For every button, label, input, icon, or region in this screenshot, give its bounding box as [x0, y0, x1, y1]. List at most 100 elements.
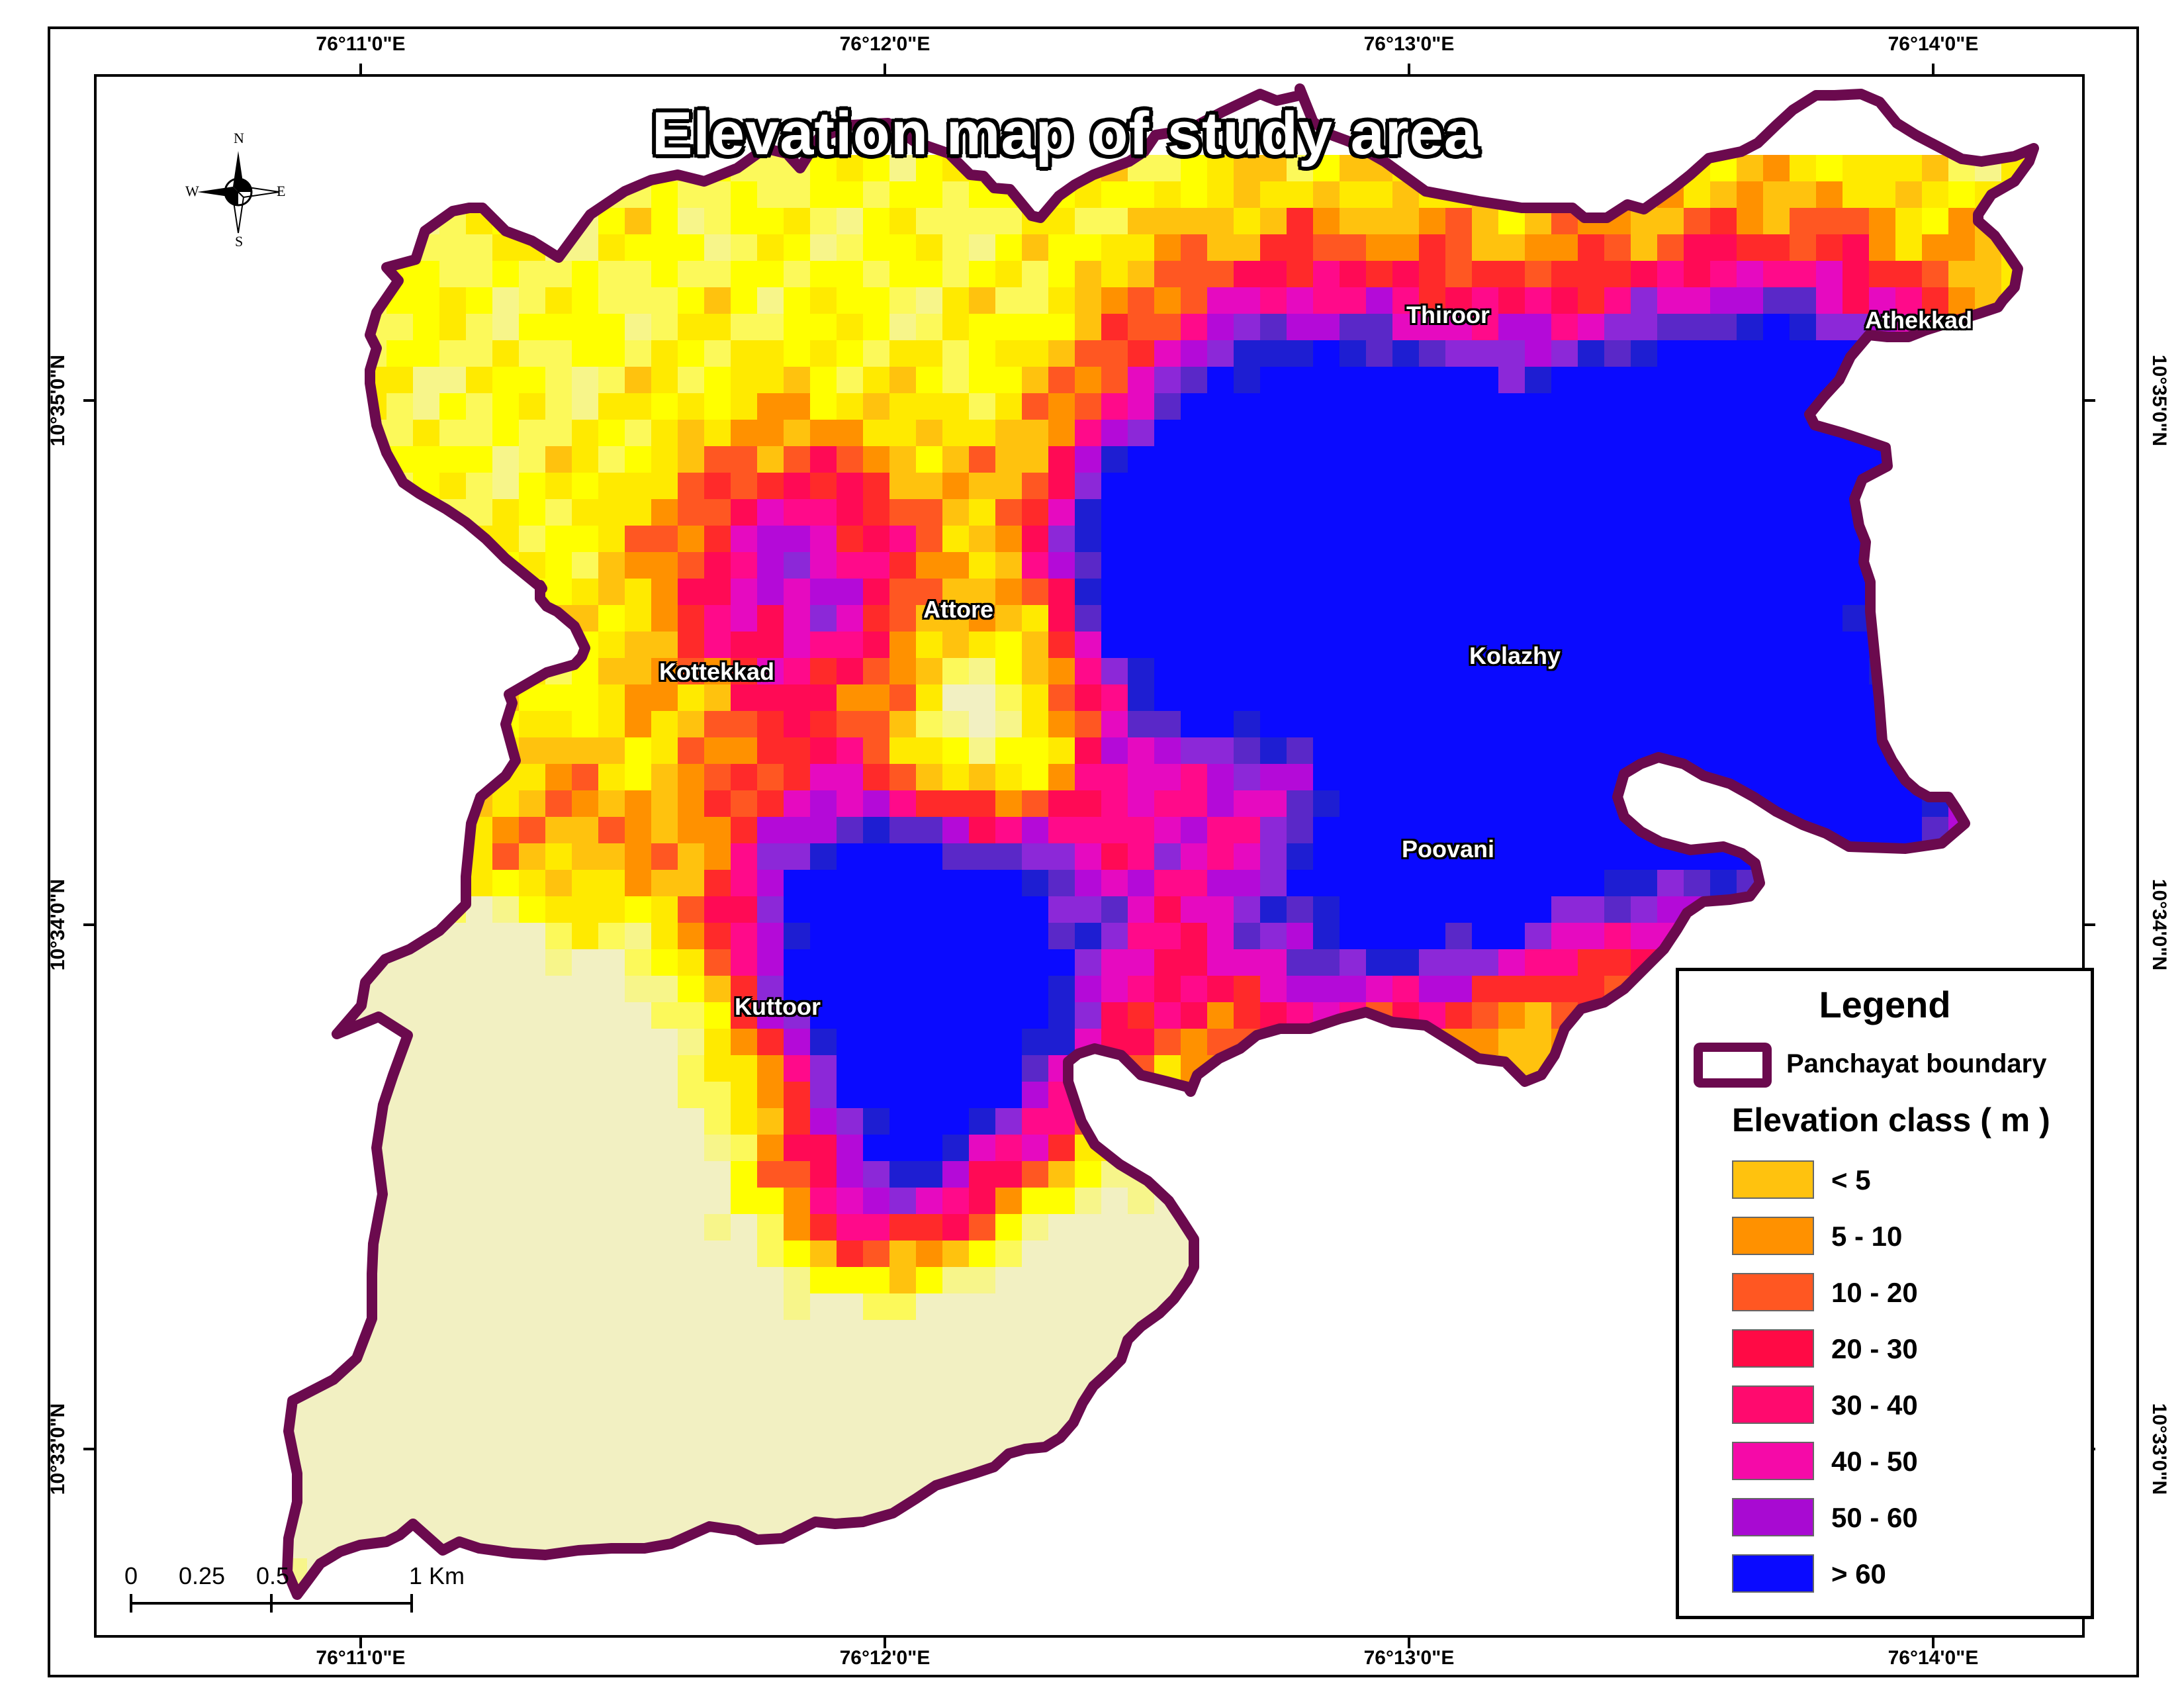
raster-cell — [1498, 1082, 1525, 1109]
raster-cell — [1234, 870, 1261, 897]
raster-cell — [413, 155, 440, 182]
raster-cell — [1525, 314, 1552, 341]
raster-cell — [678, 711, 705, 738]
raster-cell — [1181, 1002, 1208, 1029]
raster-cell — [1287, 1293, 1314, 1321]
raster-cell — [439, 1108, 467, 1135]
raster-cell — [1525, 1267, 1552, 1294]
raster-cell — [1181, 446, 1208, 473]
raster-cell — [1737, 499, 1764, 526]
raster-cell — [1445, 446, 1473, 473]
raster-cell — [598, 1452, 625, 1479]
raster-cell — [1075, 1479, 1102, 1506]
raster-cell — [810, 1558, 837, 1585]
raster-cell — [1578, 923, 1605, 950]
raster-cell — [1631, 1241, 1658, 1268]
raster-cell — [1578, 896, 1605, 923]
raster-cell — [1419, 261, 1446, 288]
raster-cell — [1260, 684, 1287, 712]
raster-cell — [1631, 632, 1658, 659]
raster-cell — [651, 1293, 678, 1321]
raster-cell — [1048, 1452, 1075, 1479]
raster-cell — [1975, 817, 2002, 844]
raster-cell — [916, 287, 943, 314]
raster-cell — [1366, 817, 1393, 844]
raster-cell — [837, 1346, 864, 1374]
raster-cell — [1075, 552, 1102, 579]
raster-cell — [1445, 1532, 1473, 1559]
raster-cell — [307, 1188, 334, 1215]
raster-cell — [1207, 181, 1234, 209]
raster-cell — [1948, 552, 1976, 579]
raster-cell — [995, 658, 1023, 685]
raster-cell — [757, 658, 784, 685]
raster-cell — [1948, 261, 1976, 288]
raster-cell — [1075, 658, 1102, 685]
coord-left-3: 10°33'0"N — [47, 1403, 69, 1495]
raster-cell — [1525, 684, 1552, 712]
raster-cell — [1234, 552, 1261, 579]
raster-cell — [889, 287, 917, 314]
raster-cell — [1419, 605, 1446, 632]
raster-cell — [1234, 1135, 1261, 1162]
raster-cell — [1525, 1002, 1552, 1029]
raster-cell — [1631, 1055, 1658, 1082]
raster-cell — [1922, 658, 1949, 685]
raster-cell — [731, 181, 758, 209]
raster-cell — [757, 181, 784, 209]
raster-cell — [1154, 181, 1181, 209]
raster-cell — [1075, 473, 1102, 500]
raster-cell — [810, 976, 837, 1003]
coord-right-1: 10°35'0"N — [2148, 354, 2170, 447]
raster-cell — [1790, 658, 1817, 685]
raster-cell — [287, 764, 308, 791]
raster-cell — [1763, 764, 1790, 791]
raster-cell — [1340, 367, 1367, 394]
raster-cell — [1551, 1267, 1578, 1294]
raster-cell — [942, 632, 970, 659]
raster-cell — [1075, 1214, 1102, 1241]
raster-cell — [1154, 1241, 1181, 1268]
raster-cell — [307, 1479, 334, 1506]
raster-cell — [704, 1532, 731, 1559]
raster-cell — [492, 817, 520, 844]
raster-cell — [731, 1479, 758, 1506]
raster-cell — [413, 526, 440, 553]
raster-cell — [492, 605, 520, 632]
raster-cell — [863, 711, 890, 738]
raster-cell — [287, 340, 308, 367]
raster-cell — [625, 473, 652, 500]
raster-cell — [287, 870, 308, 897]
raster-cell — [1763, 261, 1790, 288]
raster-cell — [1392, 817, 1420, 844]
raster-cell — [1525, 1479, 1552, 1506]
raster-cell — [995, 1532, 1023, 1559]
raster-cell — [1498, 155, 1525, 182]
raster-cell — [757, 1479, 784, 1506]
raster-cell — [916, 393, 943, 420]
raster-cell — [466, 1214, 493, 1241]
raster-cell — [1366, 1373, 1393, 1400]
raster-cell — [287, 446, 308, 473]
raster-cell — [889, 1373, 917, 1400]
raster-cell — [863, 976, 890, 1003]
raster-cell — [545, 1320, 572, 1347]
raster-cell — [1207, 896, 1234, 923]
raster-cell — [1419, 579, 1446, 606]
raster-cell — [572, 1479, 599, 1506]
raster-cell — [1154, 261, 1181, 288]
raster-cell — [651, 976, 678, 1003]
raster-cell — [1128, 1373, 1155, 1400]
raster-cell — [1048, 1505, 1075, 1532]
raster-cell — [1684, 605, 1711, 632]
raster-cell — [387, 658, 414, 685]
raster-cell — [757, 208, 784, 235]
raster-cell — [1181, 870, 1208, 897]
raster-cell — [995, 764, 1023, 791]
raster-cell — [837, 499, 864, 526]
raster-cell — [1075, 367, 1102, 394]
raster-cell — [916, 605, 943, 632]
raster-cell — [810, 473, 837, 500]
raster-cell — [492, 1505, 520, 1532]
raster-cell — [678, 314, 705, 341]
